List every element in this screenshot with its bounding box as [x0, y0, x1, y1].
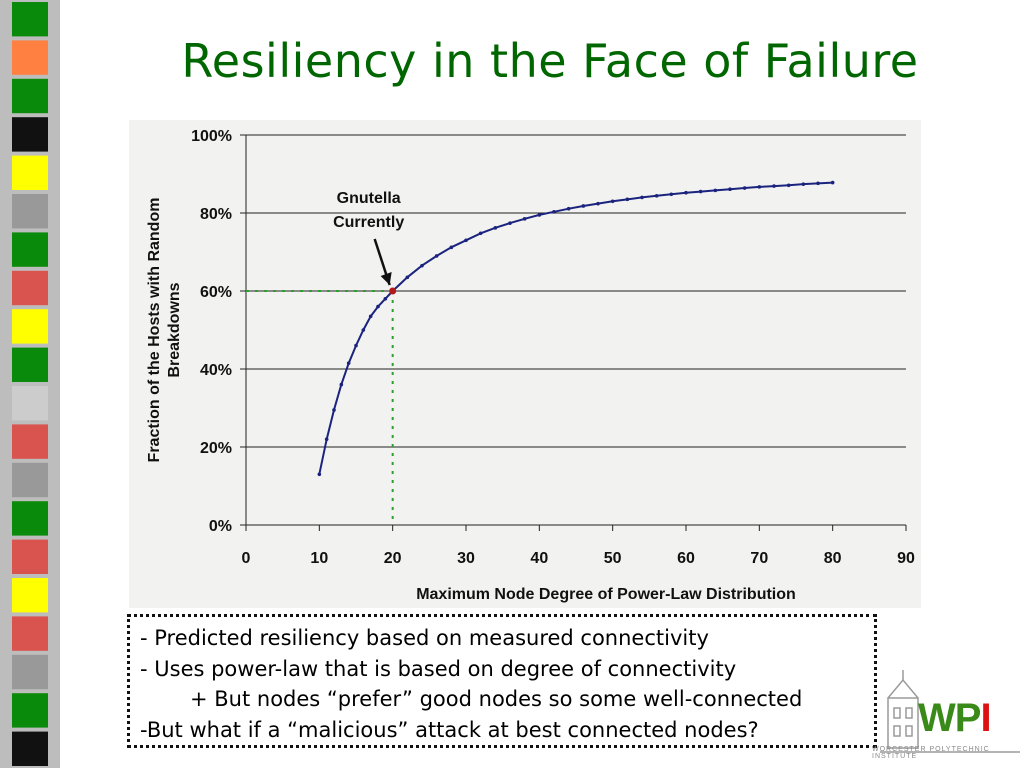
data-point	[742, 186, 747, 190]
arrowhead-icon	[380, 272, 392, 285]
data-point	[596, 201, 600, 206]
gnutella-point	[389, 287, 397, 295]
x-axis-title: Maximum Node Degree of Power-Law Distrib…	[416, 586, 796, 603]
y-tick-label: 40%	[200, 362, 232, 379]
x-tick-label: 50	[604, 550, 622, 567]
data-point	[449, 245, 454, 250]
x-tick-label: 70	[750, 550, 768, 567]
data-point	[640, 195, 644, 200]
stripe-block	[12, 194, 48, 229]
y-axis-title: Fraction of the Hosts with Random	[146, 198, 163, 463]
annotation-label: Gnutella	[337, 190, 401, 207]
stripe-block	[12, 117, 48, 152]
y-tick-label: 100%	[191, 128, 232, 145]
x-tick-label: 40	[530, 550, 548, 567]
stripe-block	[12, 462, 48, 498]
x-tick-label: 60	[677, 550, 695, 567]
data-point	[728, 187, 732, 192]
data-point	[830, 180, 835, 185]
y-tick-label: 0%	[209, 518, 232, 535]
data-point	[376, 304, 380, 309]
note-line: + But nodes “prefer” good nodes so some …	[190, 687, 803, 711]
stripe-block	[12, 693, 48, 728]
data-point	[581, 204, 586, 208]
x-tick-label: 80	[824, 550, 842, 567]
x-tick-label: 90	[897, 550, 915, 567]
y-axis-title: Breakdowns	[166, 282, 183, 377]
stripe-block	[12, 731, 48, 766]
y-tick-label: 20%	[200, 440, 232, 457]
data-point	[383, 297, 388, 301]
data-point	[669, 192, 674, 197]
data-point	[324, 437, 329, 442]
chart-container: 0% 20% 40% 60% 80% 100% 0 10 20 30 40 50 60 70 80 90 Fr…	[129, 120, 921, 608]
data-point	[816, 181, 820, 186]
data-point	[537, 213, 542, 217]
x-tick-label: 10	[310, 550, 328, 567]
resiliency-line-chart: 0% 20% 40% 60% 80% 100% 0 10 20 30 40 50 60 70 80 90 Fr…	[146, 128, 915, 603]
stripe-block	[12, 616, 48, 651]
x-tick-label: 20	[384, 550, 402, 567]
data-point	[317, 472, 322, 477]
data-point	[354, 343, 358, 348]
stripe-block	[12, 386, 48, 421]
stripe-block	[12, 155, 48, 190]
slide-title: Resiliency in the Face of Failure	[181, 34, 919, 88]
stripe-block	[12, 2, 48, 37]
wpi-logo-subtitle: WORCESTER POLYTECHNIC INSTITUTE	[872, 746, 990, 760]
note-line: - Uses power-law that is based on degree…	[140, 656, 737, 681]
data-point	[478, 231, 483, 236]
stripe-block	[12, 654, 48, 690]
data-point	[361, 328, 366, 332]
note-line: -But what if a “malicious” attack at bes…	[140, 717, 759, 742]
data-point	[801, 182, 806, 186]
decorative-color-stripe	[0, 0, 60, 768]
data-point	[625, 197, 630, 202]
wpi-logo-building-icon	[880, 670, 1020, 753]
data-point	[786, 183, 791, 188]
data-point	[713, 188, 718, 193]
data-point	[698, 189, 703, 194]
data-point	[346, 361, 351, 365]
stripe-block	[12, 78, 48, 114]
stripe-block	[12, 539, 48, 574]
stripe-block	[12, 232, 48, 267]
data-point	[339, 382, 344, 387]
data-point	[566, 206, 571, 211]
data-point	[654, 194, 659, 198]
data-point	[610, 199, 615, 204]
data-point	[552, 210, 556, 214]
data-point	[772, 184, 776, 188]
stripe-block	[12, 501, 48, 536]
data-point	[684, 190, 688, 195]
stripe-block	[12, 40, 48, 75]
stripe-block	[12, 424, 48, 459]
stripe-block	[12, 578, 48, 613]
annotation-label: Currently	[333, 214, 404, 231]
notes-box: - Predicted resiliency based on measured…	[127, 614, 877, 748]
data-point	[405, 275, 410, 280]
stripe-block	[12, 309, 48, 344]
data-point	[493, 226, 498, 230]
stripe-block	[12, 347, 48, 382]
y-tick-label: 60%	[200, 284, 232, 301]
data-point	[508, 221, 512, 225]
x-tick-label: 0	[242, 550, 251, 567]
note-line: - Predicted resiliency based on measured…	[140, 626, 709, 650]
y-tick-label: 80%	[200, 206, 232, 223]
data-point	[522, 217, 527, 221]
data-point	[368, 314, 373, 319]
stripe-block	[12, 270, 48, 306]
wpi-logo-text: WPI	[918, 696, 992, 740]
data-point	[464, 238, 468, 243]
x-tick-label: 30	[457, 550, 475, 567]
data-point	[757, 185, 762, 189]
data-point	[332, 408, 336, 412]
data-point	[420, 263, 424, 268]
data-point	[434, 254, 439, 258]
